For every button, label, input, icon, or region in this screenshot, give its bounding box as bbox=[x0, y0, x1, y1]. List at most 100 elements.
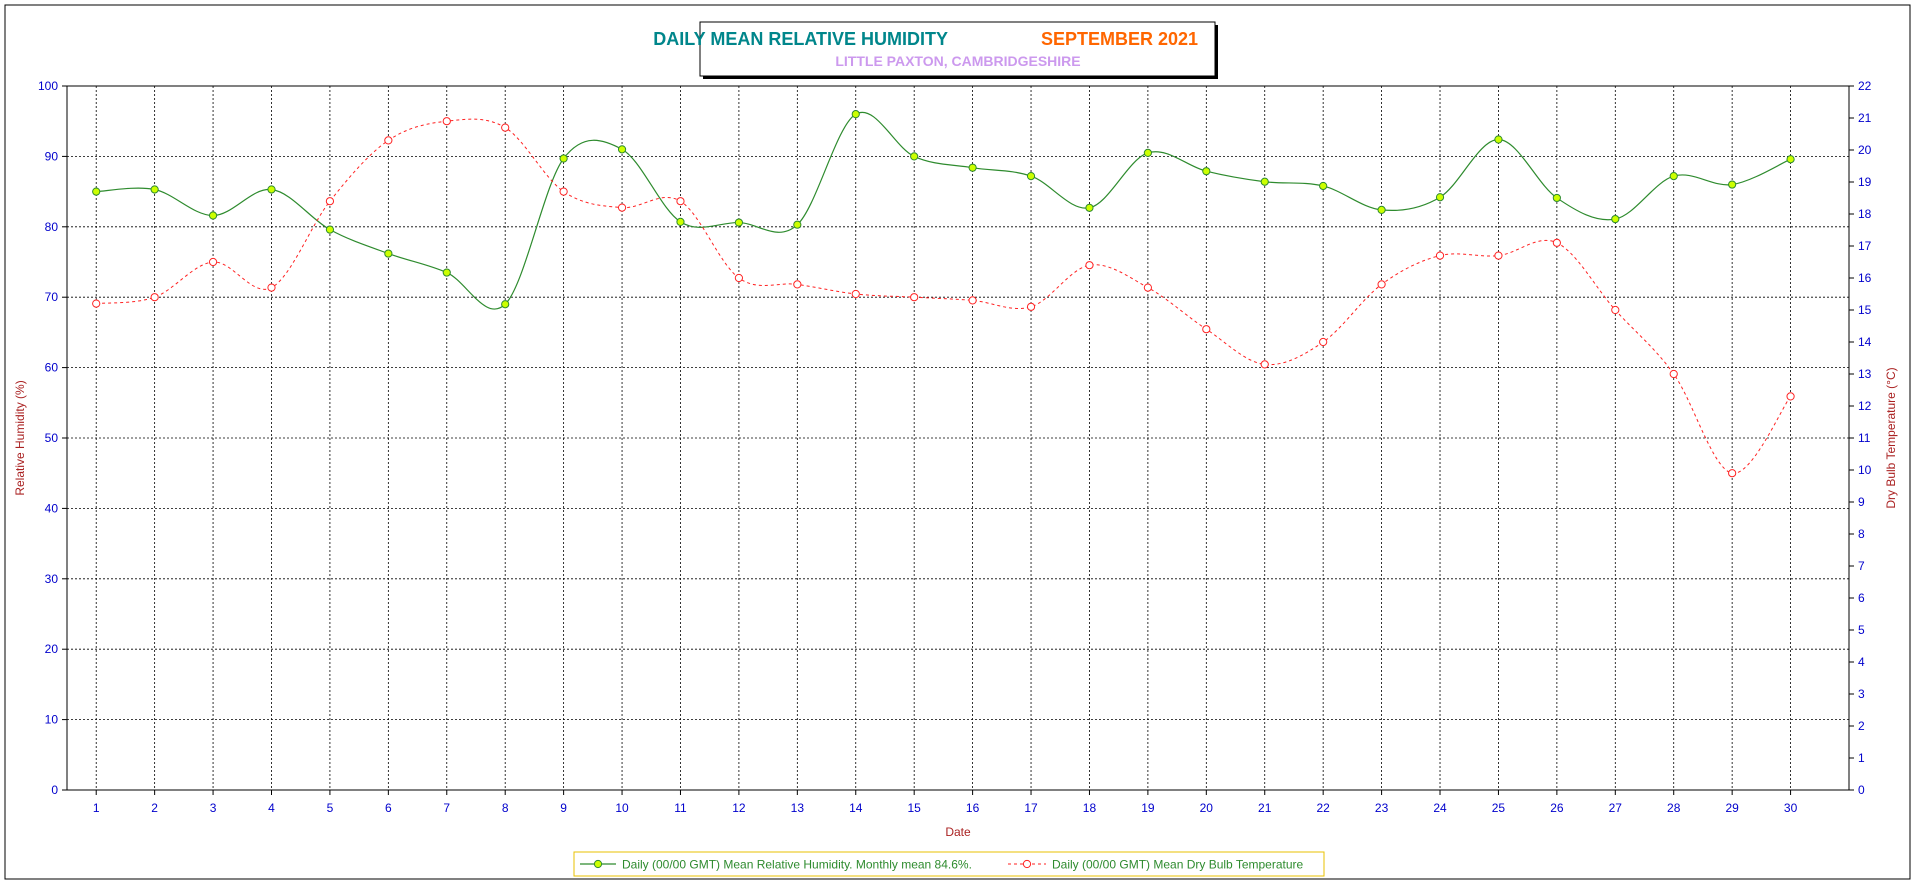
left-tick-label: 80 bbox=[45, 220, 59, 234]
x-tick-label: 16 bbox=[966, 801, 980, 815]
right-tick-label: 20 bbox=[1858, 143, 1872, 157]
temperature-data-point bbox=[267, 283, 276, 292]
humidity-data-point bbox=[1026, 172, 1036, 181]
x-tick-label: 9 bbox=[560, 801, 567, 815]
humidity-data-point bbox=[1143, 148, 1152, 157]
y-axis-left-label: Relative Humidity (%) bbox=[13, 380, 27, 495]
humidity-data-point bbox=[1786, 155, 1795, 164]
humidity-data-point bbox=[267, 185, 276, 194]
humidity-data-point bbox=[325, 225, 335, 234]
x-tick-label: 29 bbox=[1725, 801, 1739, 815]
temperature-data-point bbox=[1319, 337, 1328, 347]
temperature-data-point bbox=[208, 257, 218, 267]
right-tick-label: 4 bbox=[1858, 655, 1865, 669]
right-tick-label: 18 bbox=[1858, 207, 1872, 221]
temperature-data-point bbox=[1260, 360, 1269, 369]
chart-title-period: SEPTEMBER 2021 bbox=[1041, 29, 1198, 49]
legend-humidity-label: Daily (00/00 GMT) Mean Relative Humidity… bbox=[622, 858, 972, 872]
temperature-data-point bbox=[1669, 369, 1678, 379]
humidity-data-point bbox=[617, 145, 627, 154]
temperature-data-point bbox=[1552, 238, 1561, 247]
humidity-data-point bbox=[1494, 135, 1503, 144]
right-tick-label: 15 bbox=[1858, 303, 1872, 317]
temperature-data-point bbox=[1494, 251, 1503, 260]
temperature-data-point bbox=[442, 117, 451, 126]
x-tick-label: 20 bbox=[1200, 801, 1214, 815]
chart-subtitle: LITTLE PAXTON, CAMBRIDGESHIRE bbox=[835, 53, 1080, 69]
x-tick-label: 21 bbox=[1258, 801, 1272, 815]
title-box bbox=[699, 21, 1216, 77]
left-tick-label: 20 bbox=[45, 642, 59, 656]
x-tick-label: 28 bbox=[1667, 801, 1681, 815]
left-tick-label: 10 bbox=[45, 713, 59, 727]
right-tick-label: 12 bbox=[1858, 399, 1872, 413]
humidity-data-point bbox=[1202, 167, 1211, 176]
x-tick-label: 18 bbox=[1083, 801, 1097, 815]
right-tick-label: 14 bbox=[1858, 335, 1872, 349]
temperature-data-point bbox=[1377, 280, 1386, 289]
x-tick-label: 10 bbox=[615, 801, 629, 815]
right-tick-label: 3 bbox=[1858, 687, 1865, 701]
left-tick-label: 30 bbox=[45, 572, 59, 586]
left-tick-label: 50 bbox=[45, 431, 59, 445]
temperature-data-point bbox=[501, 123, 510, 132]
temperature-data-point bbox=[1728, 469, 1737, 478]
temperature-data-point bbox=[1143, 283, 1152, 292]
temperature-data-point bbox=[325, 197, 335, 206]
humidity-data-point bbox=[851, 110, 860, 119]
humidity-data-point bbox=[1435, 193, 1445, 202]
humidity-data-point bbox=[384, 249, 393, 258]
humidity-data-point bbox=[1669, 172, 1678, 181]
x-tick-label: 11 bbox=[674, 801, 687, 815]
temperature-data-point bbox=[1611, 305, 1620, 315]
grid-lines bbox=[67, 86, 1849, 790]
legend-humidity-marker bbox=[593, 859, 603, 869]
x-tick-label: 22 bbox=[1316, 801, 1330, 815]
temperature-data-point bbox=[910, 293, 919, 302]
x-tick-label: 6 bbox=[385, 801, 392, 815]
right-tick-label: 0 bbox=[1858, 783, 1865, 797]
right-tick-label: 11 bbox=[1858, 431, 1871, 445]
temperature-series-line bbox=[96, 118, 1791, 474]
humidity-data-point bbox=[442, 268, 451, 277]
left-tick-label: 90 bbox=[45, 149, 59, 163]
humidity-data-point bbox=[501, 300, 510, 309]
right-tick-label: 13 bbox=[1858, 367, 1872, 381]
x-tick-label: 14 bbox=[849, 801, 863, 815]
y-axis-right-label: Dry Bulb Temperature (°C) bbox=[1884, 367, 1898, 508]
right-tick-label: 9 bbox=[1858, 495, 1865, 509]
temperature-data-point bbox=[92, 299, 101, 308]
left-tick-label: 0 bbox=[51, 783, 58, 797]
humidity-data-point bbox=[1611, 214, 1620, 224]
temperature-data-point bbox=[617, 203, 627, 212]
legend-temperature-marker bbox=[1022, 859, 1032, 869]
x-tick-label: 19 bbox=[1141, 801, 1155, 815]
temperature-data-point bbox=[968, 296, 977, 305]
humidity-data-point bbox=[559, 154, 568, 163]
humidity-data-point bbox=[793, 220, 802, 229]
right-tick-label: 19 bbox=[1858, 175, 1872, 189]
right-tick-label: 7 bbox=[1858, 559, 1865, 573]
right-tick-label: 21 bbox=[1858, 111, 1872, 125]
temperature-data-point bbox=[734, 273, 744, 283]
x-tick-label: 12 bbox=[732, 801, 746, 815]
humidity-data-point bbox=[1085, 203, 1094, 212]
x-tick-label: 5 bbox=[327, 801, 334, 815]
x-axis-label: Date bbox=[945, 825, 971, 839]
series-layer bbox=[92, 110, 1795, 478]
temperature-data-point bbox=[1786, 392, 1795, 401]
right-tick-label: 22 bbox=[1858, 79, 1872, 93]
right-tick-label: 2 bbox=[1858, 719, 1865, 733]
x-tick-label: 8 bbox=[502, 801, 509, 815]
humidity-data-point bbox=[1377, 205, 1386, 215]
x-tick-label: 23 bbox=[1375, 801, 1389, 815]
legend: Daily (00/00 GMT) Mean Relative Humidity… bbox=[573, 851, 1325, 877]
x-tick-label: 4 bbox=[268, 801, 275, 815]
right-tick-label: 17 bbox=[1858, 239, 1872, 253]
humidity-data-point bbox=[1319, 181, 1328, 191]
x-tick-label: 2 bbox=[151, 801, 158, 815]
temperature-data-point bbox=[559, 187, 568, 196]
right-tick-label: 16 bbox=[1858, 271, 1872, 285]
